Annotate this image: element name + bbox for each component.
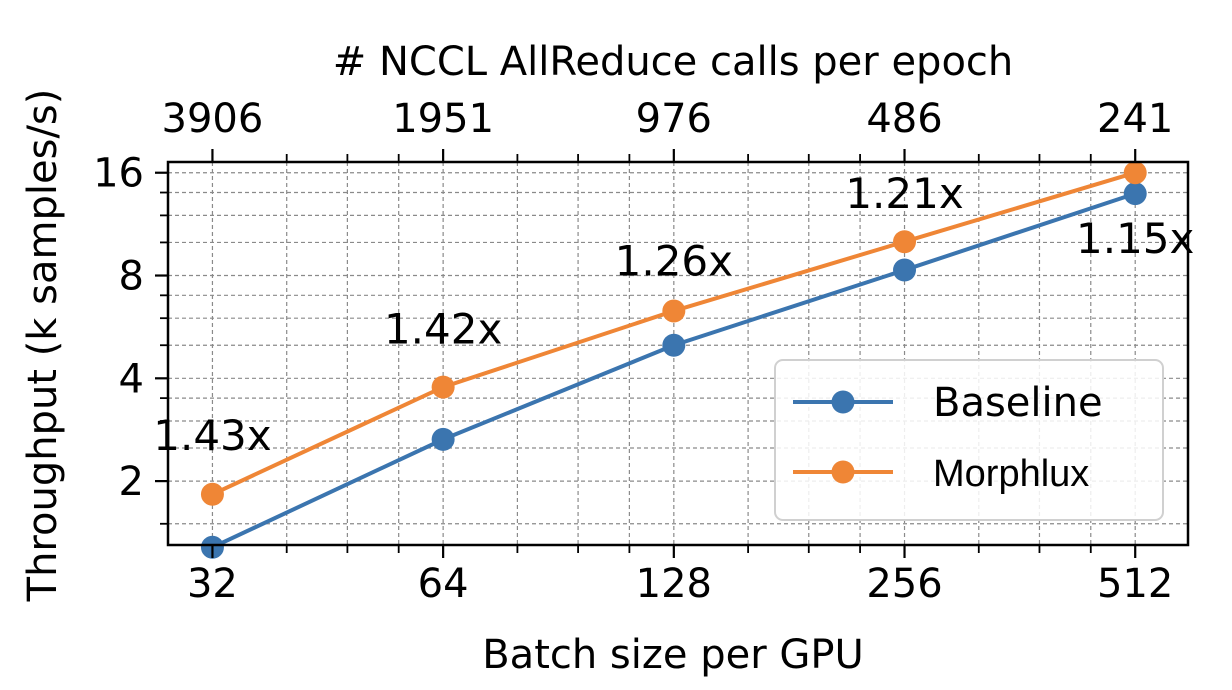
legend-marker-morphlux <box>831 460 855 484</box>
top-axis-title: # NCCL AllReduce calls per epoch <box>333 39 1014 85</box>
data-point-baseline <box>893 258 917 282</box>
speedup-annotation: 1.15x <box>1076 214 1194 263</box>
data-point-morphlux <box>431 375 455 399</box>
top-tick-label: 486 <box>866 96 942 142</box>
ticks: 32 3906 64 1951 128 976 256 486 512 241 2 4 8 16 <box>93 96 1173 607</box>
x-tick-label: 256 <box>866 561 942 607</box>
data-point-morphlux <box>1123 161 1147 185</box>
annotations: 1.43x 1.42x 1.26x 1.21x 1.15x <box>153 169 1194 460</box>
y-tick-label: 16 <box>93 151 144 197</box>
x-tick-label: 64 <box>418 561 469 607</box>
data-point-morphlux <box>893 230 917 254</box>
speedup-annotation: 1.26x <box>615 237 733 286</box>
data-point-baseline <box>1123 182 1147 206</box>
top-tick-label: 241 <box>1097 96 1173 142</box>
x-tick-label: 128 <box>636 561 712 607</box>
series-lines <box>200 161 1147 559</box>
y-tick-label: 8 <box>119 254 144 300</box>
speedup-annotation: 1.42x <box>384 305 502 354</box>
x-tick-label: 32 <box>187 561 238 607</box>
data-point-baseline <box>431 427 455 451</box>
legend: Baseline Morphlux <box>774 359 1164 521</box>
data-point-morphlux <box>200 482 224 506</box>
legend-label-baseline: Baseline <box>933 380 1103 426</box>
x-tick-label: 512 <box>1097 561 1173 607</box>
top-tick-label: 976 <box>636 96 712 142</box>
top-tick-label: 1951 <box>392 96 494 142</box>
speedup-annotation: 1.21x <box>845 169 963 218</box>
plot-frame <box>166 160 1190 547</box>
speedup-annotation: 1.43x <box>153 411 271 460</box>
top-tick-label: 3906 <box>162 96 264 142</box>
legend-label-morphlux: Morphlux <box>933 453 1089 495</box>
x-axis-title: Batch size per GPU <box>482 632 864 678</box>
data-point-baseline <box>662 333 686 357</box>
data-point-morphlux <box>662 299 686 323</box>
y-tick-label: 4 <box>119 356 144 402</box>
y-axis-title: Throughput (k samples/s) <box>20 89 66 603</box>
legend-marker-baseline <box>831 390 855 414</box>
y-tick-label: 2 <box>119 459 144 505</box>
